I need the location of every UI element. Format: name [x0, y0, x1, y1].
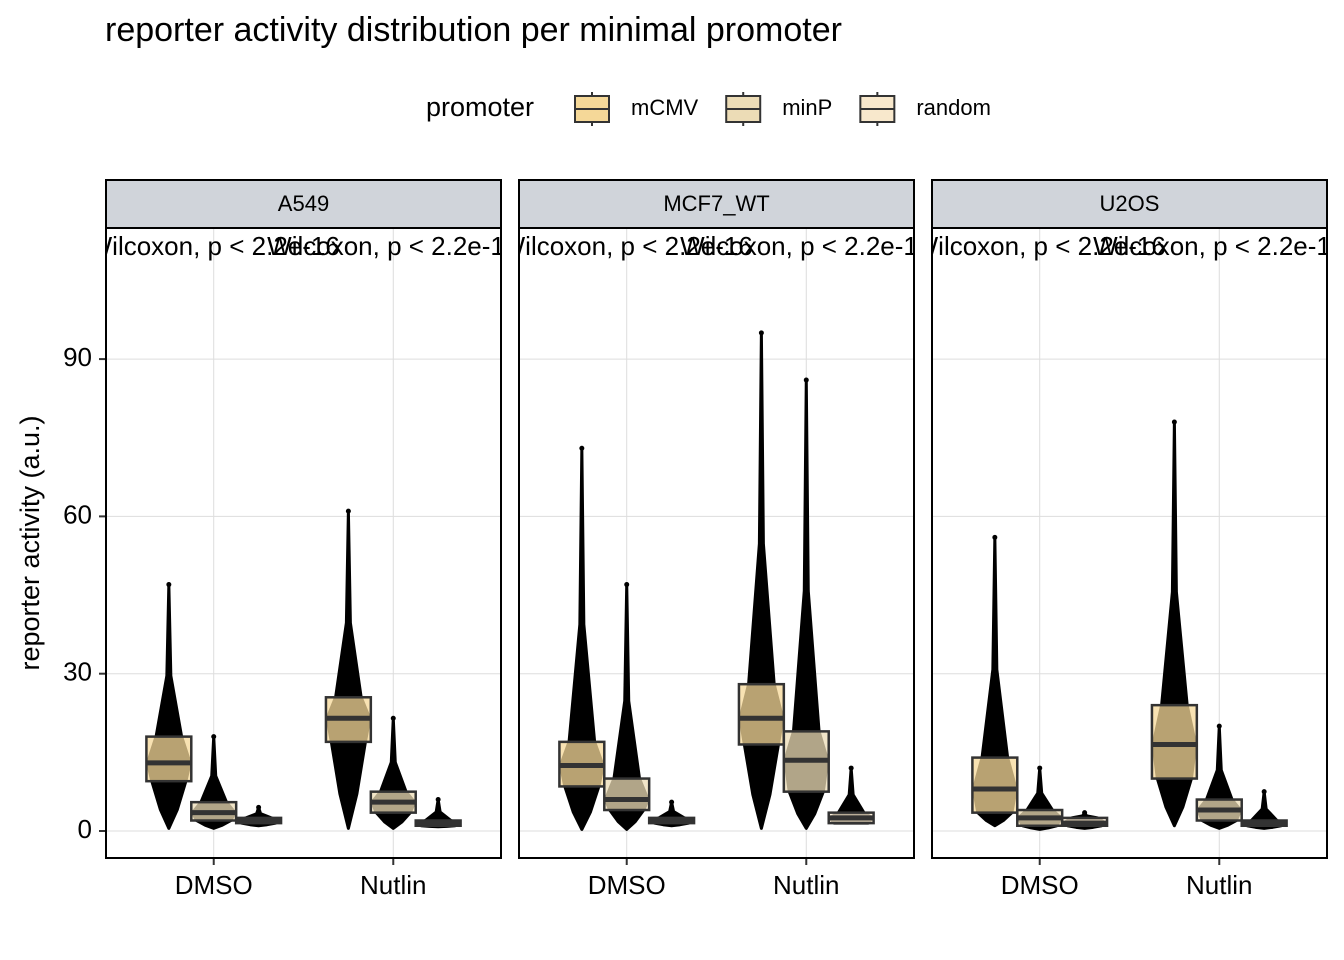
legend-label: minP — [782, 95, 832, 120]
annotation: Wilcoxon, p < 2.2e-16 — [267, 231, 519, 261]
panel-border — [518, 227, 915, 859]
max-point — [435, 797, 441, 803]
box — [145, 735, 193, 783]
point-swarm — [325, 509, 372, 830]
max-point — [390, 715, 396, 721]
max-point — [992, 534, 998, 540]
facet-strip — [105, 179, 502, 229]
max-point — [1037, 765, 1043, 771]
point-swarm — [146, 583, 192, 830]
box — [603, 777, 651, 812]
legend-title: promoter — [426, 92, 534, 122]
max-point — [1171, 419, 1177, 425]
y-axis-label: reporter activity (a.u.) — [15, 415, 45, 670]
max-point — [345, 508, 351, 514]
facet-title: U2OS — [1100, 191, 1160, 216]
panel-border — [105, 227, 502, 859]
point-swarm — [738, 331, 785, 830]
facet-title: MCF7_WT — [663, 191, 769, 216]
annotation: Wilcoxon, p < 2.2e-16 — [680, 231, 932, 261]
max-point — [669, 799, 675, 805]
max-point — [758, 330, 764, 336]
box — [971, 756, 1019, 814]
x-tick-label: DMSO — [1001, 870, 1079, 900]
max-point — [579, 445, 585, 451]
x-tick-label: Nutlin — [360, 870, 426, 900]
facet-title: A549 — [278, 191, 329, 216]
box — [1150, 703, 1199, 780]
x-tick-label: Nutlin — [773, 870, 839, 900]
annotation: Wilcoxon, p < 2.2e-16 — [88, 231, 340, 261]
max-point — [1261, 789, 1267, 795]
max-point — [848, 765, 854, 771]
box — [737, 682, 786, 746]
y-tick-label: 60 — [63, 499, 92, 529]
x-tick-label: DMSO — [588, 870, 666, 900]
panel-border — [931, 227, 1328, 859]
annotation: Wilcoxon, p < 2.2e-16 — [1093, 231, 1344, 261]
legend-label: mCMV — [631, 95, 699, 120]
x-tick-label: Nutlin — [1186, 870, 1252, 900]
legend-label: random — [916, 95, 991, 120]
max-point — [1216, 723, 1222, 729]
facet-strip — [931, 179, 1328, 229]
chart-title: reporter activity distribution per minim… — [105, 11, 842, 49]
legend-item: minP — [725, 92, 832, 126]
y-tick-label: 30 — [63, 657, 92, 687]
annotation: Wilcoxon, p < 2.2e-16 — [501, 231, 753, 261]
max-point — [166, 582, 172, 588]
y-tick-label: 90 — [63, 342, 92, 372]
max-point — [624, 582, 630, 588]
facet-strip — [518, 179, 915, 229]
y-tick-label: 0 — [78, 814, 92, 844]
max-point — [803, 377, 809, 383]
annotation: Wilcoxon, p < 2.2e-16 — [914, 231, 1166, 261]
legend-item: mCMV — [574, 92, 699, 126]
x-tick-label: DMSO — [175, 870, 253, 900]
max-point — [256, 804, 262, 810]
legend-item: random — [859, 92, 991, 126]
max-point — [1082, 810, 1088, 816]
max-point — [211, 734, 217, 740]
